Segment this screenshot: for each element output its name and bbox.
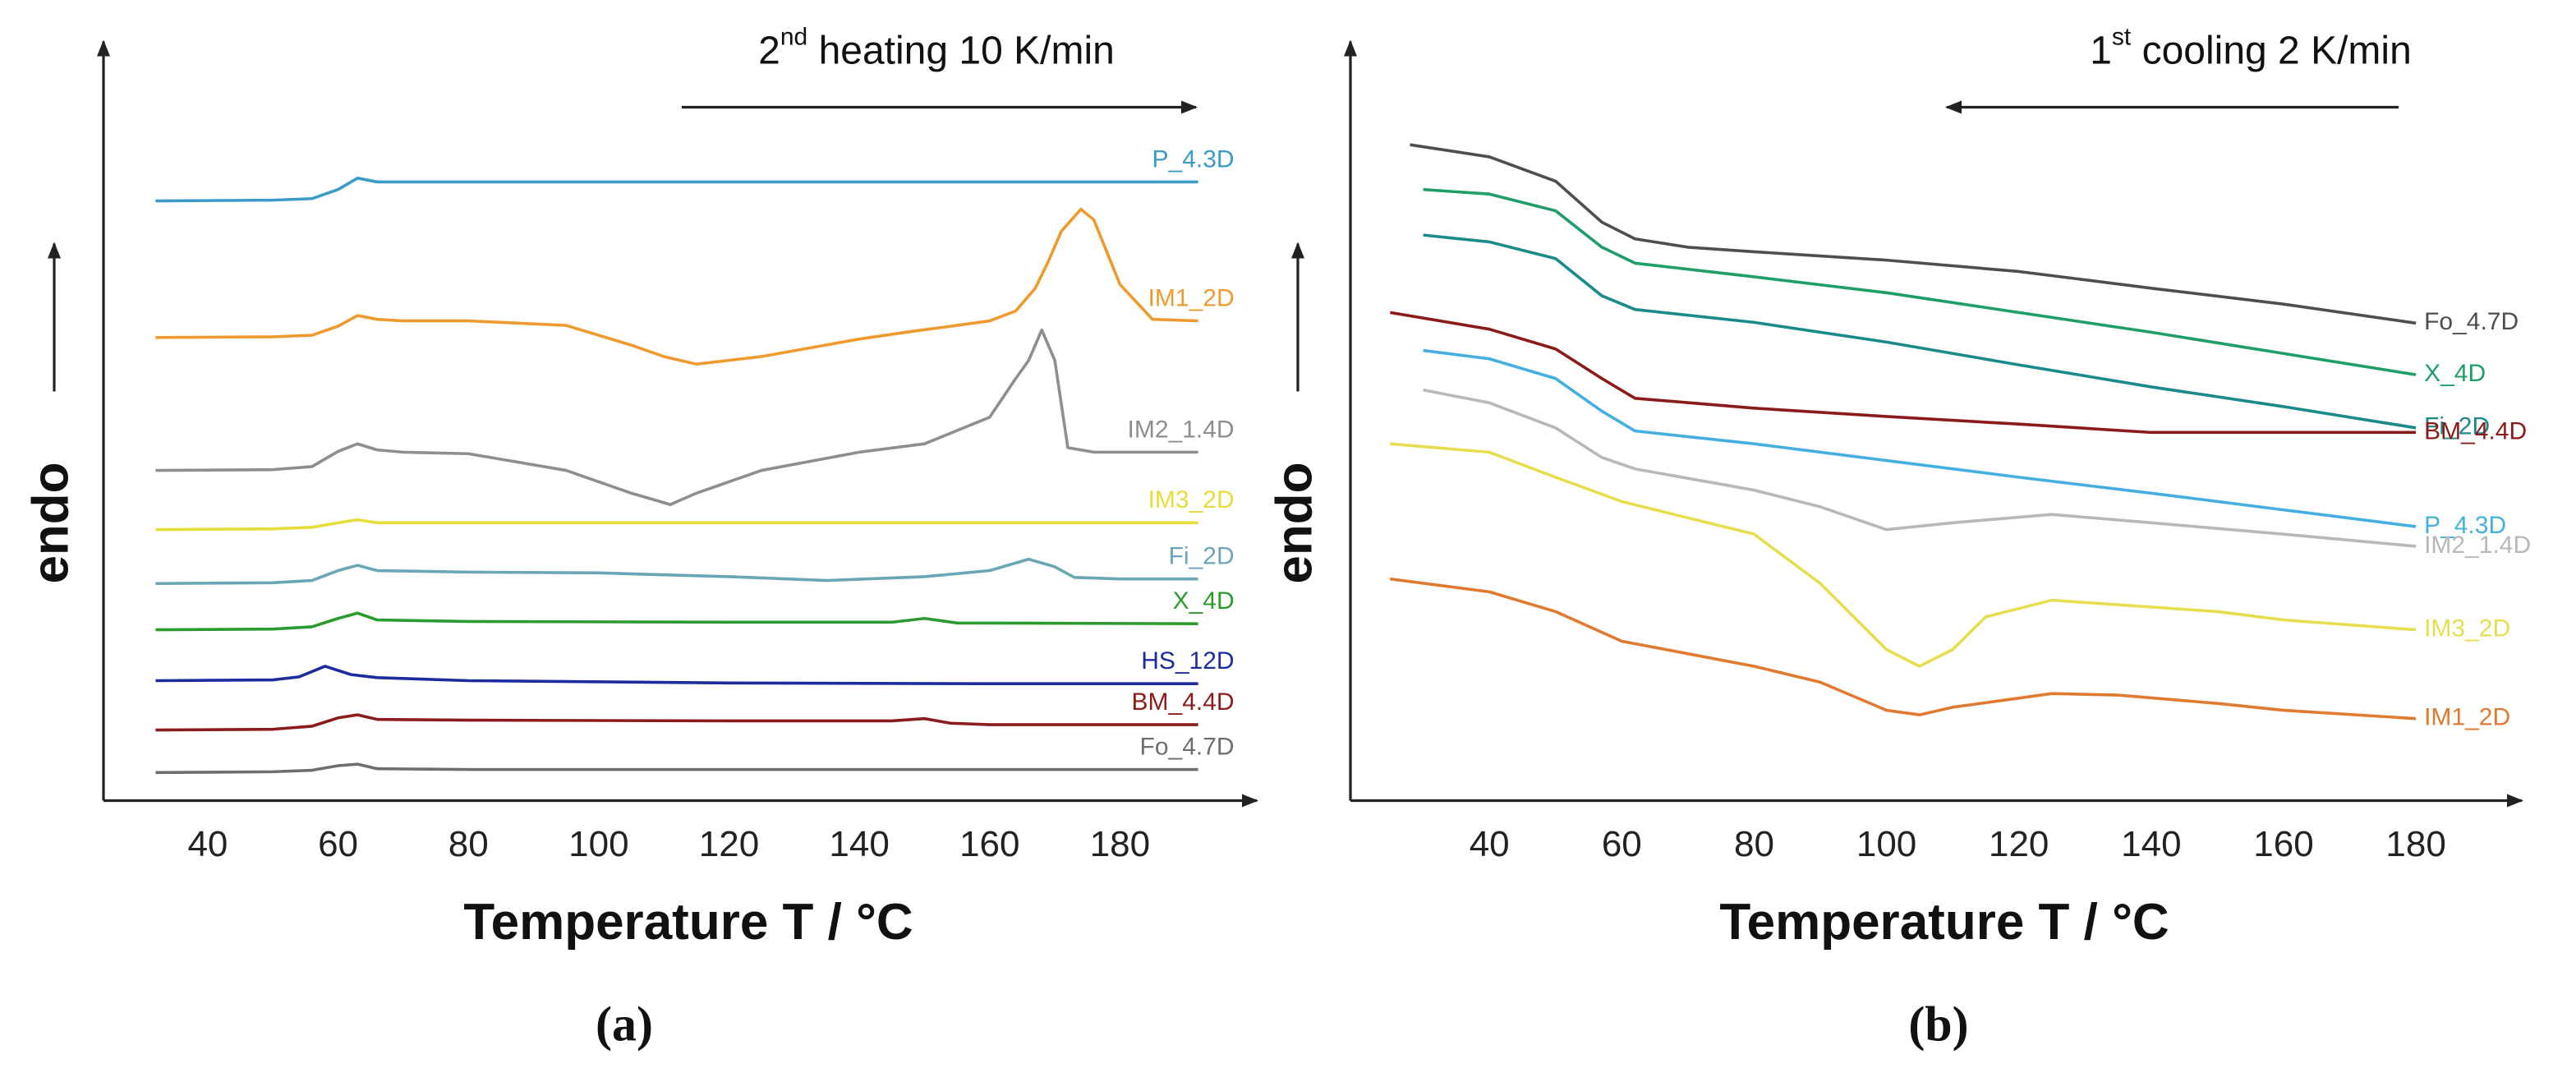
- series-label: X_4D: [2424, 360, 2486, 387]
- x-tick-label: 180: [1090, 824, 1150, 864]
- series-line: [155, 762, 1198, 775]
- y-axis-label: endo: [1266, 462, 1322, 583]
- x-tick-label: 100: [568, 824, 628, 864]
- series-label: Fi_2D: [2424, 413, 2490, 440]
- series-label: P_4.3D: [1152, 145, 1235, 173]
- series-line: [1390, 442, 2417, 668]
- x-tick-label: 60: [318, 824, 358, 864]
- series-line: [1390, 311, 2417, 435]
- annotation: 1st cooling 2 K/min: [2090, 23, 2412, 72]
- series-label: IM3_2D: [2424, 615, 2510, 642]
- series-label: BM_4.4D: [1132, 688, 1235, 716]
- x-tick-label: 40: [1470, 824, 1510, 864]
- series-line: [155, 518, 1198, 532]
- series-line: [155, 713, 1198, 732]
- annotation-rest: heating 10 K/min: [807, 29, 1115, 72]
- series-line: [155, 611, 1198, 632]
- series-line: [1390, 577, 2417, 721]
- series-label: BM_4.4D: [2424, 417, 2527, 444]
- series-line: [1410, 143, 2417, 325]
- x-tick-label: 100: [1856, 824, 1916, 864]
- series-label: Fo_4.7D: [2424, 308, 2518, 335]
- panel-label: (b): [1908, 997, 1968, 1051]
- series-label: HS_12D: [1141, 647, 1234, 675]
- x-tick-label: 140: [829, 824, 889, 864]
- x-axis-label: Temperature T / °C: [463, 894, 913, 951]
- series-line: [1423, 388, 2417, 548]
- annotation-sup: nd: [780, 23, 807, 50]
- annotation-rest: cooling 2 K/min: [2131, 29, 2412, 72]
- x-axis-label: Temperature T / °C: [1719, 894, 2169, 951]
- series-line: [155, 557, 1198, 586]
- series-line: [1423, 348, 2417, 528]
- series-line: [155, 207, 1198, 366]
- x-tick-label: 160: [2253, 824, 2313, 864]
- x-tick-label: 40: [187, 824, 228, 864]
- series-line: [1423, 187, 2417, 376]
- series-line: [155, 328, 1198, 506]
- annotation-base: 2: [758, 29, 780, 72]
- annotation: 2nd heating 10 K/min: [758, 23, 1115, 72]
- x-tick-label: 120: [1989, 824, 2049, 864]
- panel-label: (a): [596, 997, 653, 1051]
- series-label: IM2_1.4D: [2424, 532, 2531, 559]
- x-tick-label: 120: [699, 824, 759, 864]
- x-tick-label: 140: [2121, 824, 2181, 864]
- series-label: IM1_2D: [2424, 704, 2510, 731]
- series-label: IM1_2D: [1148, 284, 1235, 311]
- annotation-sup: st: [2112, 23, 2132, 50]
- x-tick-label: 160: [959, 824, 1019, 864]
- x-tick-label: 80: [1734, 824, 1774, 864]
- series-line: [155, 665, 1198, 686]
- series-label: P_4.3D: [2424, 512, 2506, 539]
- x-tick-label: 60: [1602, 824, 1642, 864]
- series-line: [1423, 233, 2417, 430]
- x-tick-label: 180: [2385, 824, 2445, 864]
- series-label: Fi_2D: [1169, 543, 1235, 570]
- x-tick-label: 80: [448, 824, 489, 864]
- series-label: X_4D: [1173, 587, 1235, 615]
- series-label: Fo_4.7D: [1140, 734, 1235, 761]
- annotation-base: 1: [2090, 29, 2112, 72]
- series-label: IM2_1.4D: [1128, 416, 1235, 443]
- y-axis-label: endo: [22, 462, 79, 583]
- series-line: [155, 177, 1198, 203]
- series-label: IM3_2D: [1148, 486, 1235, 513]
